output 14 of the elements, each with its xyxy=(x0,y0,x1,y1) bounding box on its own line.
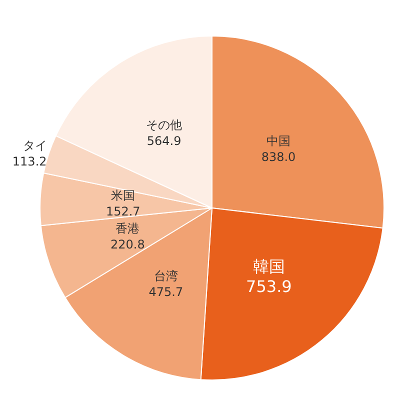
slice-label: 中国 xyxy=(266,134,291,148)
data-label: 753.9 xyxy=(246,276,292,296)
data-label: 838.0 xyxy=(261,150,296,164)
data-label: 113.2 xyxy=(12,154,47,168)
slice-label: 台湾 xyxy=(154,269,178,284)
data-label: 475.7 xyxy=(148,285,184,300)
slice-label: 韓国 xyxy=(252,256,285,276)
slice-label: 米国 xyxy=(111,188,136,202)
data-label: 220.8 xyxy=(110,237,145,252)
slice-label: 香港 xyxy=(116,221,140,236)
slice-label: タイ xyxy=(22,138,47,152)
slice-label: その他 xyxy=(146,118,182,132)
data-label: 564.9 xyxy=(146,134,182,148)
data-label: 152.7 xyxy=(106,204,140,218)
